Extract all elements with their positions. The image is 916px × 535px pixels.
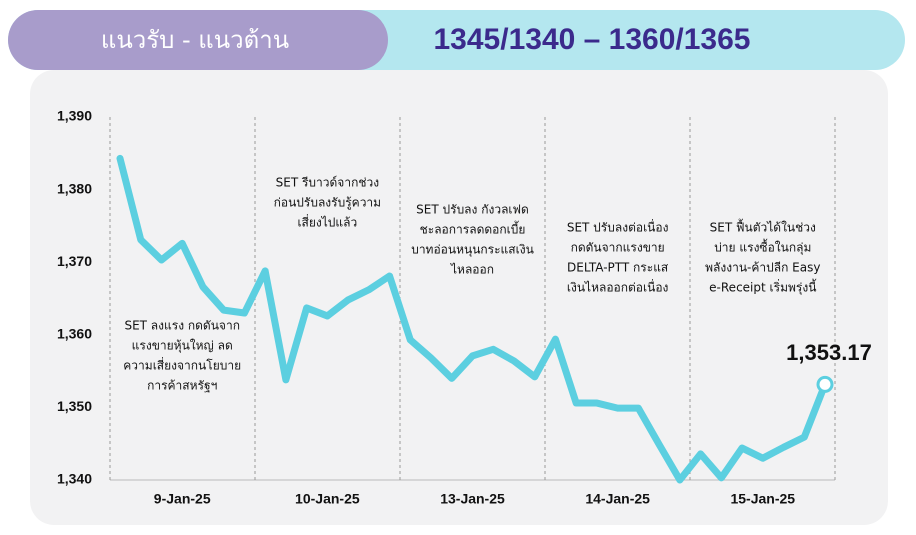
annotation: ไหลออก	[450, 263, 494, 277]
y-tick-label: 1,340	[57, 471, 92, 487]
banner-label-bg	[8, 10, 388, 70]
annotation: SET ปรับลง กังวลเฟด	[416, 203, 529, 217]
banner-levels: 1345/1340 – 1360/1365	[434, 23, 751, 56]
annotation: e-Receipt เริ่มพรุ่งนี้	[709, 279, 817, 296]
annotation: DELTA-PTT กระแส	[567, 261, 669, 275]
price-line	[116, 154, 829, 484]
x-tick-label: 10-Jan-25	[295, 491, 360, 507]
y-tick-label: 1,380	[57, 180, 92, 196]
x-tick-label: 9-Jan-25	[154, 491, 211, 507]
annotation: SET ปรับลงต่อเนื่อง	[567, 219, 669, 235]
annotation: SET รีบาวด์จากช่วง	[276, 176, 379, 190]
annotation: แรงขายหุ้นใหญ่ ลด	[132, 339, 233, 354]
annotation: กดดันจากแรงขาย	[571, 241, 665, 255]
annotation: การค้าสหรัฐฯ	[147, 379, 217, 393]
y-tick-label: 1,390	[57, 108, 92, 124]
annotation: ก่อนปรับลงรับรู้ความ	[274, 196, 382, 211]
chart-panel	[30, 70, 888, 525]
x-tick-label: 13-Jan-25	[440, 491, 505, 507]
annotation: SET ฟื้นตัวได้ในช่วง	[710, 219, 816, 235]
x-tick-label: 15-Jan-25	[730, 491, 795, 507]
annotation: บาทอ่อนหนุนกระแสเงิน	[411, 243, 534, 258]
annotation: บ่าย แรงซื้อในกลุ่ม	[714, 239, 811, 256]
annotation: พลังงาน-ค้าปลีก Easy	[705, 261, 820, 275]
y-tick-label: 1,350	[57, 398, 92, 414]
annotation: ชะลอการลดดอกเบี้ย	[420, 221, 526, 237]
last-point	[816, 375, 834, 393]
annotation: เสี่ยงไปแล้ว	[297, 214, 357, 230]
x-tick-label: 14-Jan-25	[585, 491, 650, 507]
y-tick-label: 1,360	[57, 326, 92, 342]
annotation: ความเสี่ยงจากนโยบาย	[123, 357, 241, 373]
annotation: เงินไหลออกต่อเนื่อง	[567, 279, 669, 295]
annotation: SET ลงแรง กดดันจาก	[124, 319, 240, 333]
value-label: 1,353.17	[786, 340, 872, 365]
y-tick-label: 1,370	[57, 253, 92, 269]
banner-label: แนวรับ - แนวต้าน	[101, 26, 289, 54]
